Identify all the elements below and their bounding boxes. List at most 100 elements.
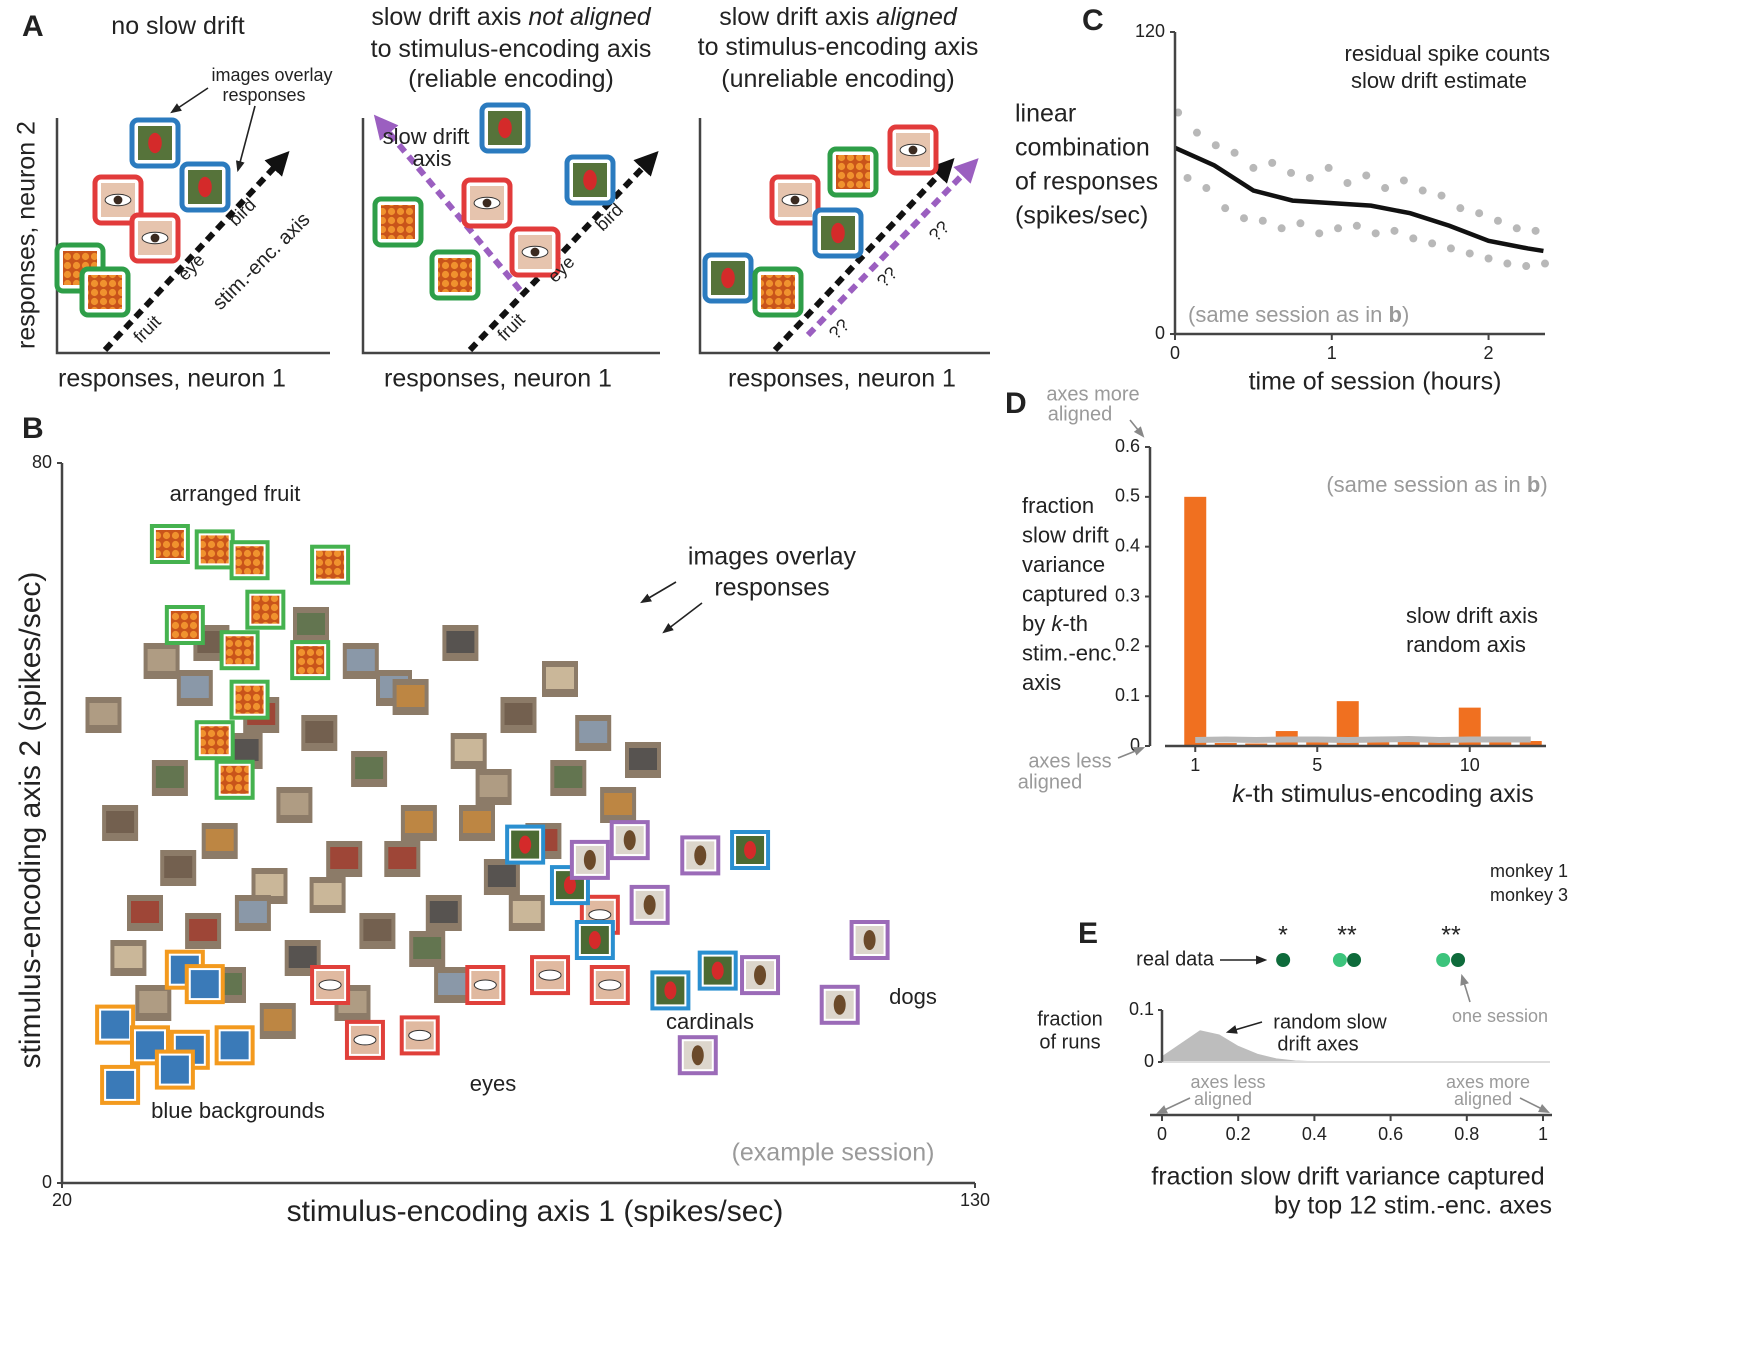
stimulus-icon (769, 174, 821, 226)
image-point (392, 679, 429, 715)
label: linear (1015, 100, 1076, 128)
image-point (629, 884, 670, 925)
label: cardinals (666, 1009, 754, 1034)
image-point (234, 895, 271, 931)
session-dot (1451, 953, 1466, 967)
label-part: k (1051, 611, 1063, 636)
label-part: k (1232, 780, 1246, 808)
label: time of session (hours) (1249, 368, 1502, 396)
spike-count-point (1512, 224, 1521, 233)
spike-count-point (1493, 216, 1502, 225)
image-content (413, 937, 442, 959)
image-bird (744, 841, 757, 859)
image-point (569, 839, 610, 880)
spike-count-point (1296, 219, 1305, 228)
label: aligned (1454, 1089, 1512, 1109)
image-point (85, 697, 122, 733)
image-bird (711, 961, 724, 980)
label: slow drift (383, 124, 470, 149)
spike-count-point (1249, 163, 1258, 172)
image-point (154, 1049, 195, 1090)
label: random slow (1273, 1011, 1387, 1033)
icon-bird (198, 176, 212, 198)
icon-iris (482, 198, 492, 208)
image-point (625, 742, 661, 778)
image-content (546, 667, 574, 689)
label: one session (1452, 1006, 1548, 1026)
image-point (342, 643, 379, 679)
label: B (22, 412, 44, 445)
image-content (238, 901, 267, 923)
spike-count-point (1428, 239, 1437, 248)
label-part: b (1527, 472, 1540, 497)
image-point (475, 769, 512, 805)
image-point (149, 524, 190, 564)
image-point (600, 787, 637, 823)
image-point (293, 607, 329, 643)
session-dot (1332, 953, 1347, 967)
label: (unreliable encoding) (721, 65, 954, 93)
image-dog (623, 830, 636, 851)
label: arranged fruit (170, 481, 301, 506)
label: no slow drift (111, 12, 244, 40)
image-content (230, 739, 259, 761)
image-content (487, 865, 516, 887)
image-content (554, 766, 583, 788)
label: 20 (52, 1190, 72, 1210)
image-content (106, 1070, 135, 1099)
label: (same session as in b) (1326, 472, 1547, 497)
image-point (542, 661, 578, 697)
label: k-th stimulus-encoding axis (1232, 780, 1534, 808)
label: E (1078, 917, 1098, 950)
label: (reliable encoding) (408, 65, 614, 93)
image-dog (694, 845, 707, 866)
label: random axis (1406, 632, 1526, 657)
label: monkey 1 (1490, 861, 1568, 881)
image-point (359, 913, 396, 949)
bar (1519, 741, 1542, 746)
drift-line (1174, 145, 1544, 254)
image-point (677, 1035, 718, 1076)
label-part: fraction (1022, 493, 1094, 518)
label: slow drift axis not aligned (371, 3, 651, 31)
image-content (263, 1009, 292, 1031)
icon-iris (113, 195, 123, 205)
label: by k-th (1022, 611, 1088, 636)
label: 1 (1190, 755, 1200, 775)
icon-bird (148, 132, 162, 154)
image-content (579, 721, 608, 743)
icon-iris (908, 145, 918, 155)
image-point (550, 760, 587, 796)
label: C (1082, 4, 1104, 37)
label: of responses (1015, 168, 1158, 196)
label: images overlay (211, 65, 332, 85)
image-bird (664, 981, 677, 1000)
label: 0 (1130, 735, 1140, 755)
label: 1 (1538, 1124, 1548, 1144)
label: combination (1015, 134, 1150, 162)
image-content (106, 811, 135, 833)
icon-bird (721, 267, 735, 289)
spike-count-point (1418, 186, 1427, 195)
image-point (245, 589, 286, 630)
stimulus-icon (179, 161, 231, 213)
label: 0.1 (1115, 685, 1140, 705)
label-part: not aligned (528, 3, 651, 31)
pointer (640, 581, 677, 604)
label-part: aligned (876, 3, 958, 31)
image-content (200, 726, 229, 755)
label: aligned (1194, 1089, 1252, 1109)
label-part: (same session as in (1326, 472, 1527, 497)
spike-count-point (1230, 148, 1239, 157)
image-bird (563, 876, 576, 895)
pointer (1129, 419, 1145, 438)
label: eyes (470, 1071, 516, 1096)
image-content (404, 811, 433, 833)
bar (1184, 496, 1207, 746)
image-point (214, 1025, 255, 1066)
label: 0.5 (1115, 486, 1140, 506)
image-content (89, 703, 118, 725)
image-content (504, 703, 533, 725)
stimulus-icon (752, 266, 804, 318)
